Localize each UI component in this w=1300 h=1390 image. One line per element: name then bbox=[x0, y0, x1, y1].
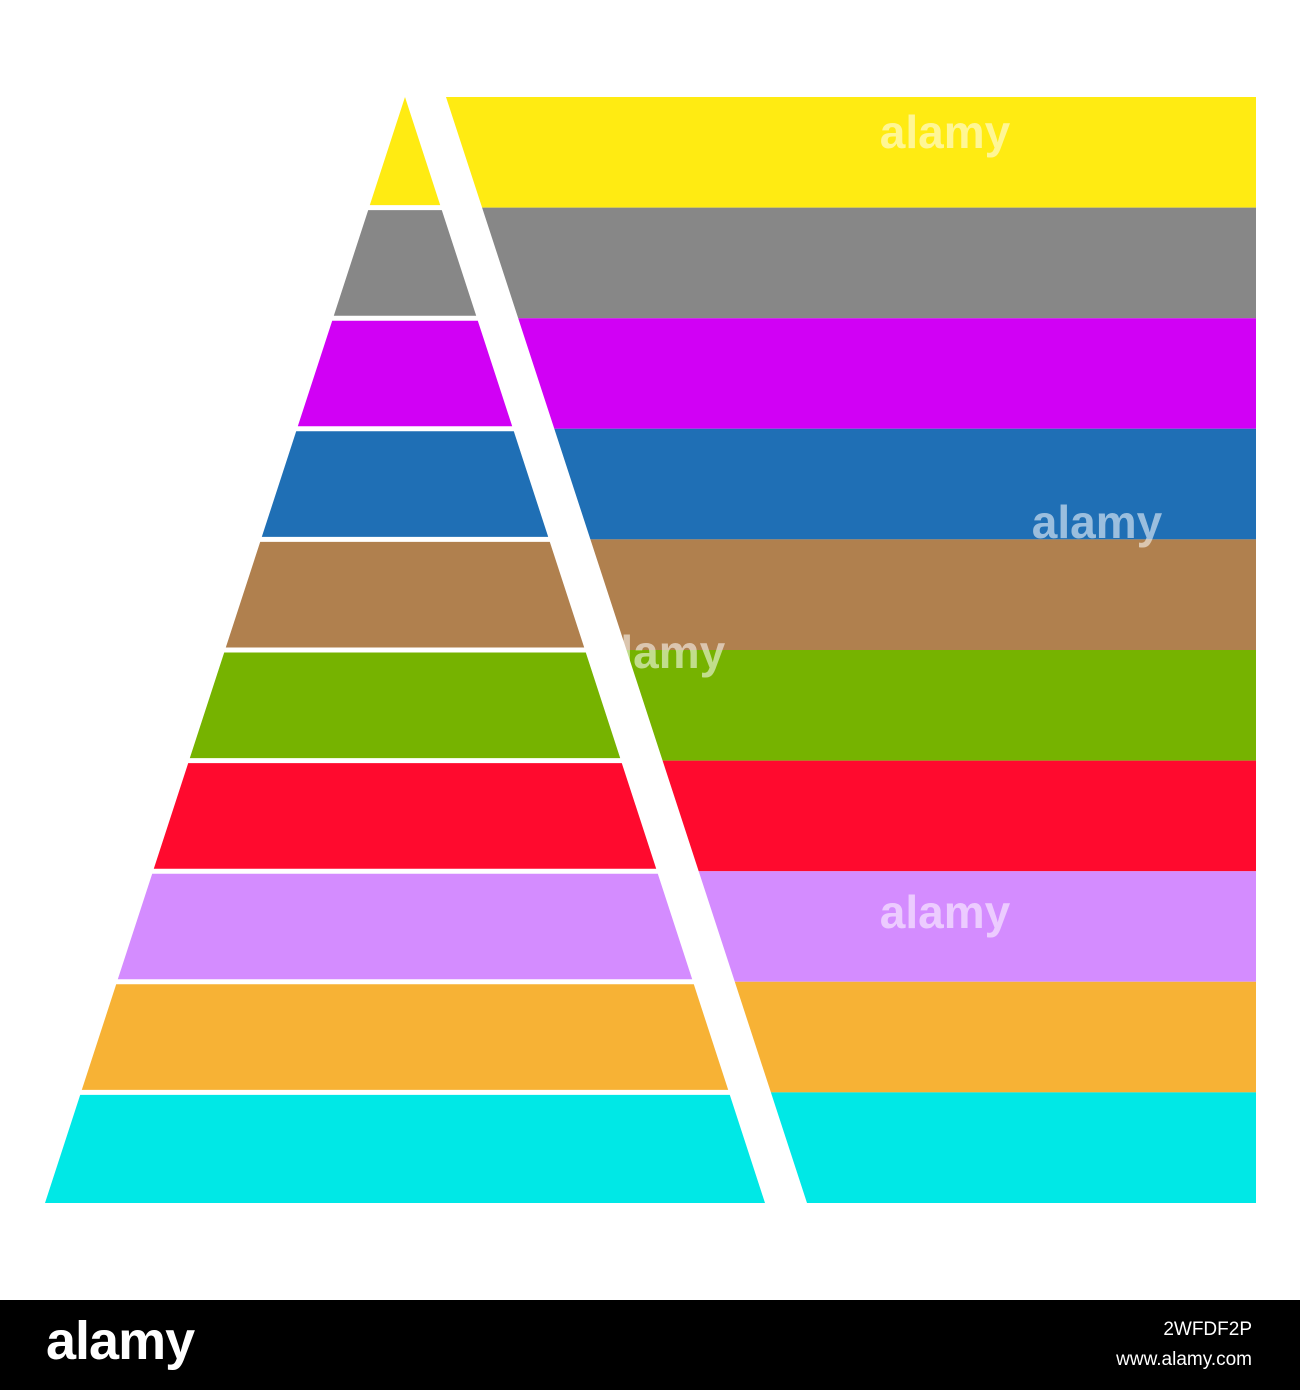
band-layer-9 bbox=[734, 981, 1256, 1093]
watermark-overlay: alamy alamy alamy alamy bbox=[595, 106, 1163, 938]
band-layer-8 bbox=[698, 871, 1256, 982]
alamy-logo: alamy bbox=[46, 1311, 195, 1371]
band-layer-1 bbox=[446, 97, 1256, 208]
band-layer-2 bbox=[482, 207, 1257, 319]
pyramid-layer-5 bbox=[225, 541, 585, 648]
pyramid-layer-6 bbox=[189, 652, 621, 759]
band-layer-3 bbox=[518, 318, 1256, 429]
watermark-mark-1: alamy bbox=[880, 106, 1011, 158]
watermark-footer: alamy 2WFDF2P www.alamy.com bbox=[0, 1300, 1300, 1390]
pyramid-layer-10 bbox=[45, 1094, 765, 1203]
watermark-mark-2: alamy bbox=[1032, 496, 1163, 548]
pyramid-layer-3 bbox=[297, 320, 513, 427]
image-id: 2WFDF2P bbox=[1163, 1319, 1252, 1340]
pyramid-layer-8 bbox=[117, 873, 693, 980]
layered-pyramid-diagram: alamy alamy alamy alamy bbox=[45, 97, 1257, 1203]
band-layer-6 bbox=[626, 650, 1256, 761]
pyramid-layer-4 bbox=[261, 431, 549, 537]
pyramid-layer-1 bbox=[369, 97, 441, 206]
pyramid-layer-7 bbox=[153, 763, 657, 869]
parallelogram-bands bbox=[446, 97, 1257, 1203]
watermark-mark-3: alamy bbox=[595, 626, 726, 678]
band-layer-4 bbox=[554, 428, 1256, 540]
band-layer-7 bbox=[662, 760, 1256, 872]
watermark-mark-4: alamy bbox=[880, 886, 1011, 938]
band-layer-5 bbox=[590, 539, 1256, 650]
pyramid-layer-2 bbox=[333, 210, 477, 316]
pyramid bbox=[45, 97, 765, 1203]
band-layer-10 bbox=[770, 1092, 1256, 1203]
watermark-url: www.alamy.com bbox=[1116, 1349, 1252, 1370]
pyramid-layer-9 bbox=[81, 984, 729, 1090]
